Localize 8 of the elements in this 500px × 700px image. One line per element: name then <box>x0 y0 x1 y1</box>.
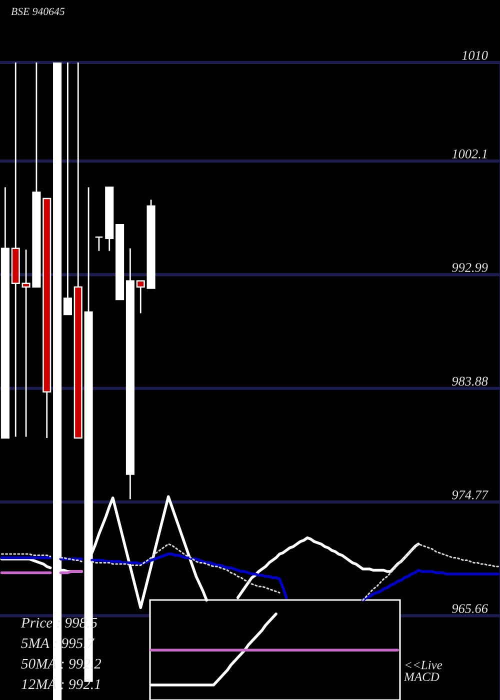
y-tick-label: 1002.1 <box>452 149 487 158</box>
annotation: <<Live MACD <box>404 660 442 682</box>
chart-title: BSE 940645 <box>11 8 65 16</box>
y-tick-label: 1010 <box>462 50 488 60</box>
y-tick-label: 965.66 <box>452 604 488 614</box>
y-tick-label: 992.99 <box>452 263 488 272</box>
y-tick-label: 974.77 <box>452 490 488 500</box>
y-tick-label: 983.88 <box>452 376 488 386</box>
